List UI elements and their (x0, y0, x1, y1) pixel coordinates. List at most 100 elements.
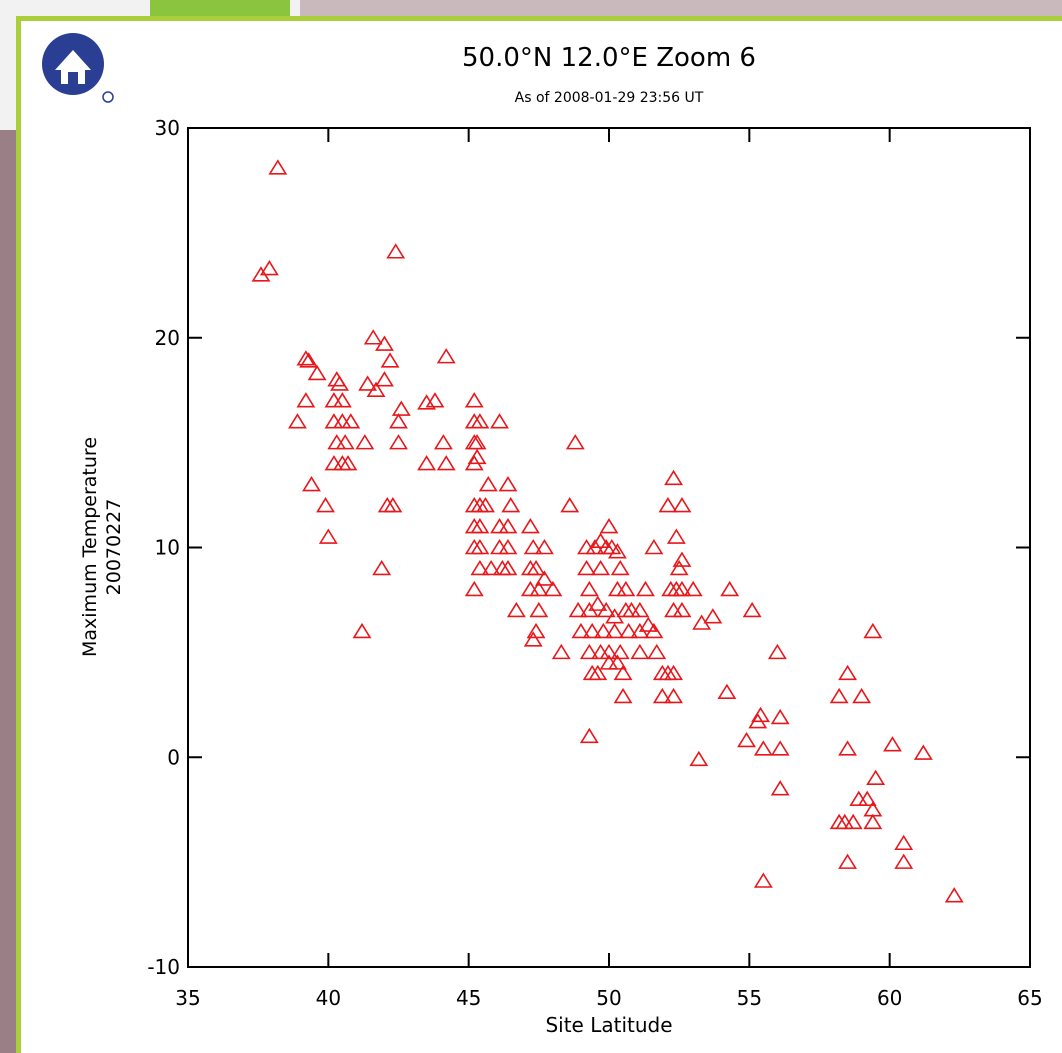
x-tick-label: 35 (175, 986, 200, 1010)
data-point (492, 520, 508, 533)
data-point (528, 624, 544, 637)
data-point (660, 666, 676, 679)
data-point (854, 689, 870, 702)
data-point (528, 561, 544, 574)
data-point (478, 499, 494, 512)
data-point (674, 553, 690, 566)
data-point (649, 645, 665, 658)
x-axis-label: Site Latitude (545, 1013, 672, 1037)
data-point (525, 633, 541, 646)
data-point (660, 499, 676, 512)
data-point (623, 603, 639, 616)
data-point (332, 377, 348, 390)
data-point (570, 603, 586, 616)
data-point (865, 624, 881, 637)
chart-title: 50.0°N 12.0°E Zoom 6 (462, 43, 756, 73)
data-point (320, 530, 336, 543)
y-axis-label: Maximum Temperature (79, 437, 101, 657)
data-point (329, 436, 345, 449)
data-point (326, 415, 342, 428)
data-point (668, 530, 684, 543)
data-point (632, 603, 648, 616)
logo (42, 33, 113, 102)
data-point (618, 582, 634, 595)
data-point (334, 394, 350, 407)
data-point (270, 161, 286, 174)
x-tick-label: 65 (1017, 986, 1042, 1010)
data-point (755, 874, 771, 887)
data-point (500, 561, 516, 574)
data-point (831, 689, 847, 702)
chart-subtitle: As of 2008-01-29 23:56 UT (515, 90, 704, 106)
data-point (618, 603, 634, 616)
data-point (840, 742, 856, 755)
data-point (303, 478, 319, 491)
data-point (637, 582, 653, 595)
data-point (553, 645, 569, 658)
data-point (365, 331, 381, 344)
data-point (666, 689, 682, 702)
data-point (840, 666, 856, 679)
data-point (739, 733, 755, 746)
data-point (666, 666, 682, 679)
data-point (419, 457, 435, 470)
data-point (334, 415, 350, 428)
data-point (379, 499, 395, 512)
data-point (719, 685, 735, 698)
data-point (466, 520, 482, 533)
data-point (500, 541, 516, 554)
data-point (685, 582, 701, 595)
data-point (438, 457, 454, 470)
data-point (671, 561, 687, 574)
y-tick-label: 10 (155, 536, 180, 560)
x-tick-label: 50 (596, 986, 621, 1010)
data-point (508, 603, 524, 616)
data-point (837, 815, 853, 828)
data-point (593, 561, 609, 574)
data-point (581, 729, 597, 742)
data-point (831, 815, 847, 828)
data-point (289, 415, 305, 428)
data-point (483, 561, 499, 574)
data-point (674, 603, 690, 616)
data-point (343, 415, 359, 428)
data-point (480, 478, 496, 491)
data-point (865, 815, 881, 828)
data-point (772, 742, 788, 755)
data-point (374, 561, 390, 574)
data-point (674, 499, 690, 512)
data-point (503, 499, 519, 512)
data-point (722, 582, 738, 595)
data-point (337, 436, 353, 449)
y-tick-label: 0 (167, 745, 180, 769)
data-point (845, 815, 861, 828)
data-point (584, 666, 600, 679)
data-point (615, 689, 631, 702)
data-point (915, 746, 931, 759)
data-point (896, 836, 912, 849)
data-point (500, 520, 516, 533)
data-point (466, 541, 482, 554)
data-point (438, 350, 454, 363)
data-point (472, 541, 488, 554)
data-point (609, 545, 625, 558)
data-point (329, 373, 345, 386)
data-point (393, 402, 409, 415)
data-point (466, 394, 482, 407)
data-point (755, 742, 771, 755)
data-point (674, 582, 690, 595)
data-point (522, 561, 538, 574)
data-point (492, 541, 508, 554)
y-tick-label: 20 (155, 326, 180, 350)
data-point (326, 457, 342, 470)
data-point (326, 394, 342, 407)
data-point (868, 771, 884, 784)
data-point (391, 415, 407, 428)
data-point (466, 436, 482, 449)
data-point (472, 415, 488, 428)
data-point (691, 752, 707, 765)
data-point (522, 520, 538, 533)
data-point (318, 499, 334, 512)
data-point (595, 624, 611, 637)
data-point (357, 436, 373, 449)
